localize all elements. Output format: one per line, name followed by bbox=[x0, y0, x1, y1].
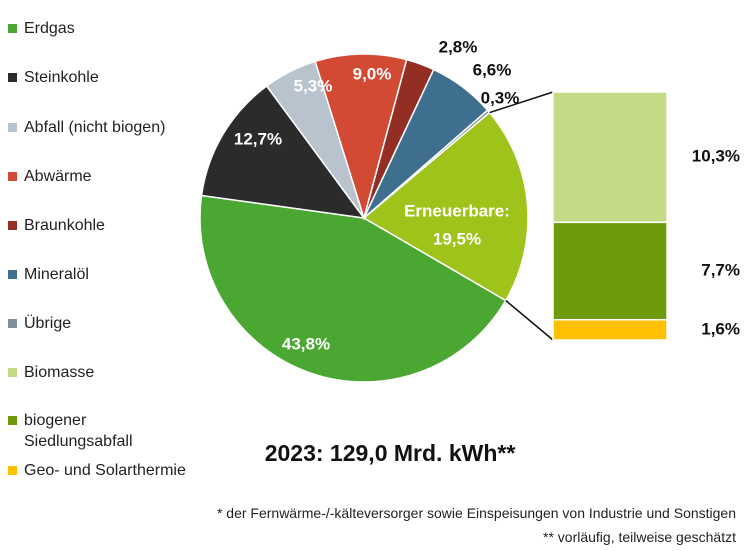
legend-item: Abfall (nicht biogen) bbox=[8, 117, 165, 138]
footnote: * der Fernwärme-/-kälteversorger sowie E… bbox=[216, 505, 736, 521]
data-label: 5,3% bbox=[294, 76, 333, 95]
legend-swatch bbox=[8, 319, 17, 328]
footnote: ** vorläufig, teilweise geschätzt bbox=[543, 529, 736, 545]
legend-item: Steinkohle bbox=[8, 67, 99, 88]
legend-item: biogener Siedlungsabfall bbox=[8, 410, 164, 452]
pie-slice bbox=[314, 53, 408, 221]
data-label: 19,5% bbox=[433, 229, 481, 248]
legend-item: Mineralöl bbox=[8, 264, 89, 285]
pie-slice bbox=[362, 111, 529, 302]
data-label: 7,7% bbox=[701, 261, 740, 280]
data-label: 9,0% bbox=[353, 64, 392, 83]
legend-swatch bbox=[8, 416, 17, 425]
legend-label: Erdgas bbox=[24, 20, 75, 37]
bar-segment bbox=[552, 319, 668, 341]
legend-label: Mineralöl bbox=[24, 266, 89, 283]
legend-swatch bbox=[8, 73, 17, 82]
bar-segment bbox=[552, 221, 668, 321]
legend-item: Braunkohle bbox=[8, 215, 105, 236]
data-label: 43,8% bbox=[282, 334, 330, 353]
pie-slice bbox=[199, 194, 507, 383]
legend-label: biogener Siedlungsabfall bbox=[24, 412, 133, 450]
slice-label: Erneuerbare: bbox=[404, 201, 510, 220]
chart-title: 2023: 129,0 Mrd. kWh** bbox=[264, 440, 516, 466]
legend-item: Geo- und Solarthermie bbox=[8, 460, 186, 481]
legend-swatch bbox=[8, 24, 17, 33]
legend-item: Übrige bbox=[8, 313, 71, 334]
legend-item: Biomasse bbox=[8, 362, 94, 383]
legend-swatch bbox=[8, 172, 17, 181]
legend-label: Braunkohle bbox=[24, 217, 105, 234]
legend-swatch bbox=[8, 123, 17, 132]
data-label: 6,6% bbox=[473, 60, 512, 79]
legend-item: Erdgas bbox=[8, 18, 75, 39]
legend-swatch bbox=[8, 221, 17, 230]
data-label: 2,8% bbox=[439, 37, 478, 56]
legend-label: Biomasse bbox=[24, 364, 95, 381]
legend-label: Steinkohle bbox=[24, 69, 99, 86]
legend-label: Geo- und Solarthermie bbox=[24, 462, 186, 479]
legend-label: Abwärme bbox=[24, 168, 92, 185]
legend-swatch bbox=[8, 368, 17, 377]
data-label: 12,7% bbox=[234, 129, 282, 148]
data-label: 10,3% bbox=[692, 147, 740, 166]
bar-segment bbox=[552, 91, 668, 224]
legend-swatch bbox=[8, 466, 17, 475]
data-label: 0,3% bbox=[481, 88, 520, 107]
legend-swatch bbox=[8, 270, 17, 279]
connector bbox=[505, 299, 554, 341]
legend-item: Abwärme bbox=[8, 166, 92, 187]
legend-label: Abfall (nicht biogen) bbox=[24, 119, 166, 136]
legend-label: Übrige bbox=[24, 315, 72, 332]
data-label: 1,6% bbox=[701, 319, 740, 338]
pie-slice bbox=[200, 84, 366, 219]
connector bbox=[489, 91, 554, 114]
